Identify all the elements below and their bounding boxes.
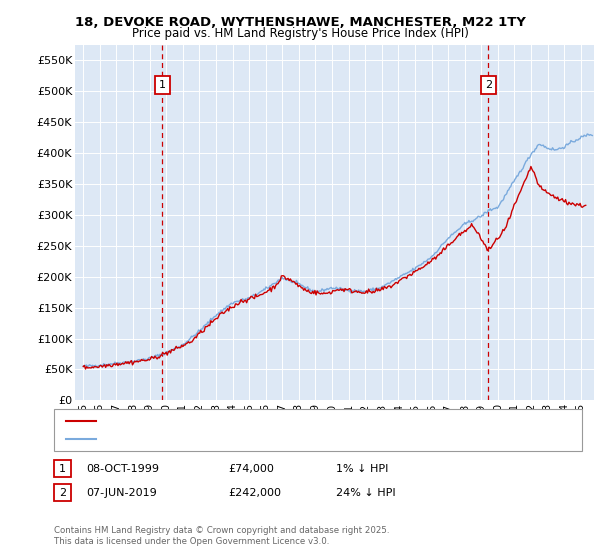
Text: HPI: Average price, detached house, Manchester: HPI: Average price, detached house, Manc… [102, 434, 345, 444]
Text: £74,000: £74,000 [228, 464, 274, 474]
Text: 1: 1 [159, 80, 166, 90]
Text: £242,000: £242,000 [228, 488, 281, 498]
Text: 18, DEVOKE ROAD, WYTHENSHAWE, MANCHESTER, M22 1TY: 18, DEVOKE ROAD, WYTHENSHAWE, MANCHESTER… [74, 16, 526, 29]
Text: Contains HM Land Registry data © Crown copyright and database right 2025.
This d: Contains HM Land Registry data © Crown c… [54, 526, 389, 546]
Text: 2: 2 [485, 80, 492, 90]
Text: 24% ↓ HPI: 24% ↓ HPI [336, 488, 395, 498]
Text: Price paid vs. HM Land Registry's House Price Index (HPI): Price paid vs. HM Land Registry's House … [131, 27, 469, 40]
Text: 1: 1 [59, 464, 66, 474]
Text: 1% ↓ HPI: 1% ↓ HPI [336, 464, 388, 474]
Text: 2: 2 [59, 488, 66, 498]
Text: 08-OCT-1999: 08-OCT-1999 [86, 464, 159, 474]
Text: 18, DEVOKE ROAD, WYTHENSHAWE, MANCHESTER, M22 1TY (detached house): 18, DEVOKE ROAD, WYTHENSHAWE, MANCHESTER… [102, 416, 496, 426]
Text: 07-JUN-2019: 07-JUN-2019 [86, 488, 157, 498]
